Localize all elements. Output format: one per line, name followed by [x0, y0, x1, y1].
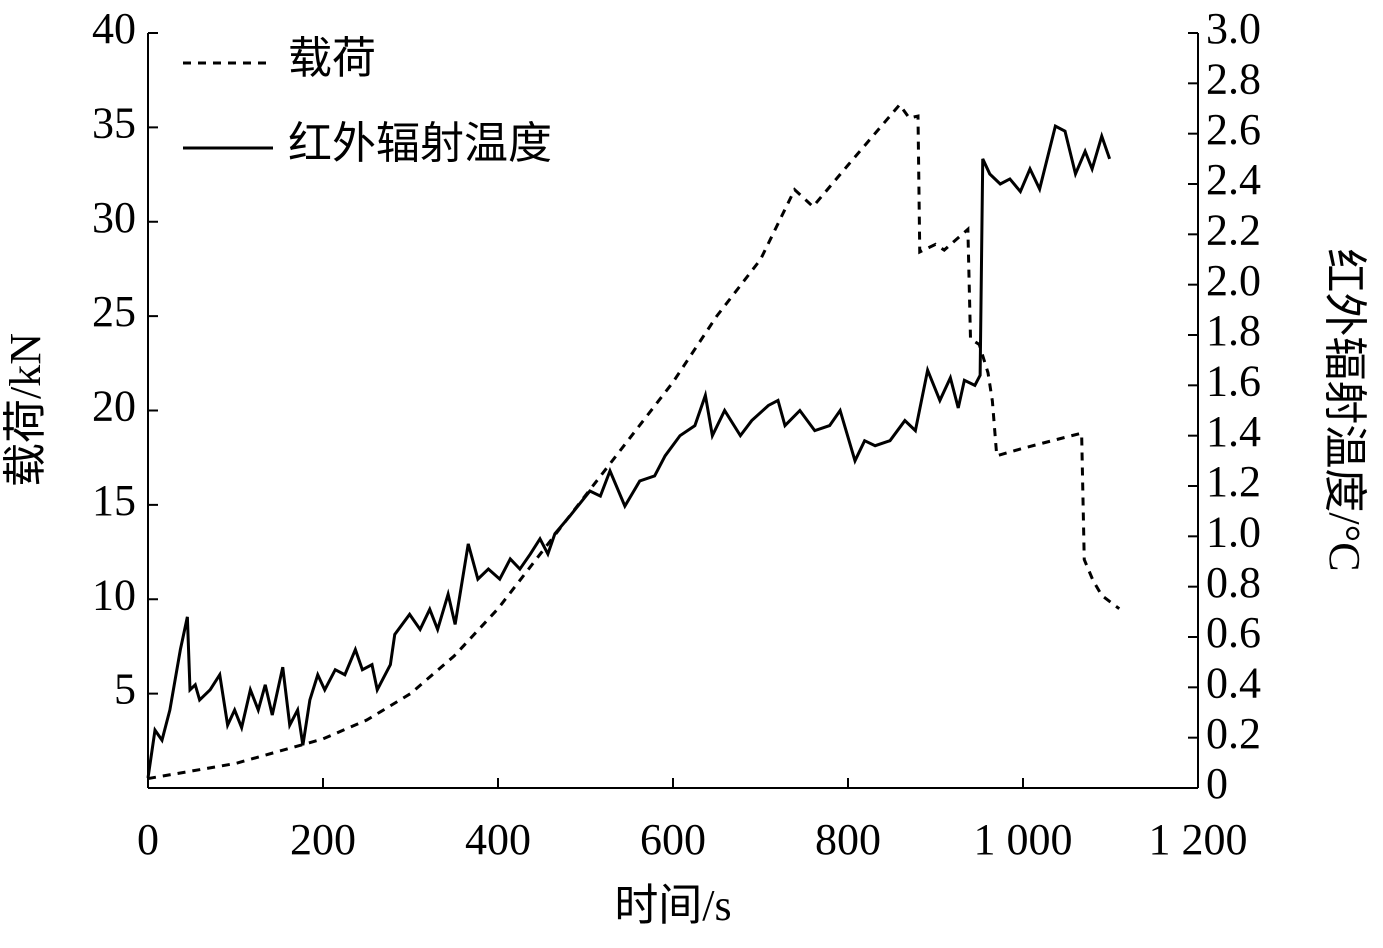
y-tick-label: 30 — [92, 193, 136, 242]
y2-tick-label: 0.8 — [1206, 558, 1261, 607]
x-tick-label: 0 — [137, 815, 159, 864]
y2-tick-label: 0.2 — [1206, 709, 1261, 758]
y-tick-label: 25 — [92, 287, 136, 336]
y2-tick-label: 1.4 — [1206, 407, 1261, 456]
y2-tick-label: 2.0 — [1206, 256, 1261, 305]
y-tick-label: 5 — [114, 665, 136, 714]
line-series — [147, 102, 1121, 781]
x-tick-label: 1 000 — [974, 815, 1073, 864]
y2-tick-label: 2.4 — [1206, 155, 1261, 204]
y2-tick-label: 0.6 — [1206, 608, 1261, 657]
y-tick-label: 35 — [92, 98, 136, 147]
y-tick-label: 10 — [92, 570, 136, 619]
y2-tick-label: 1.6 — [1206, 356, 1261, 405]
legend-label: 载荷 — [288, 34, 376, 83]
x-tick-label: 600 — [640, 815, 706, 864]
y2-tick-label: 3.0 — [1206, 4, 1261, 53]
line-series — [146, 123, 1112, 779]
y2-tick-label: 2.6 — [1206, 105, 1261, 154]
y2-tick-label: 1.2 — [1206, 457, 1261, 506]
y2-tick-label: 2.8 — [1206, 54, 1261, 103]
legend-label: 红外辐射温度 — [288, 119, 552, 168]
y-axis-label: 载荷/kN — [1, 333, 50, 487]
y2-axis-label: 红外辐射温度/°C — [1320, 248, 1369, 571]
x-axis-label: 时间/s — [614, 881, 731, 930]
y2-tick-label: 2.2 — [1206, 205, 1261, 254]
x-tick-label: 400 — [465, 815, 531, 864]
y2-tick-label: 0.4 — [1206, 658, 1261, 707]
y2-tick-label: 1.8 — [1206, 306, 1261, 355]
x-tick-label: 800 — [815, 815, 881, 864]
y-tick-label: 15 — [92, 476, 136, 525]
y-tick-label: 40 — [92, 4, 136, 53]
y2-tick-label: 1.0 — [1206, 507, 1261, 556]
x-tick-label: 200 — [290, 815, 356, 864]
y-tick-label: 20 — [92, 382, 136, 431]
y2-tick-label: 0 — [1206, 759, 1228, 808]
x-tick-label: 1 200 — [1149, 815, 1248, 864]
